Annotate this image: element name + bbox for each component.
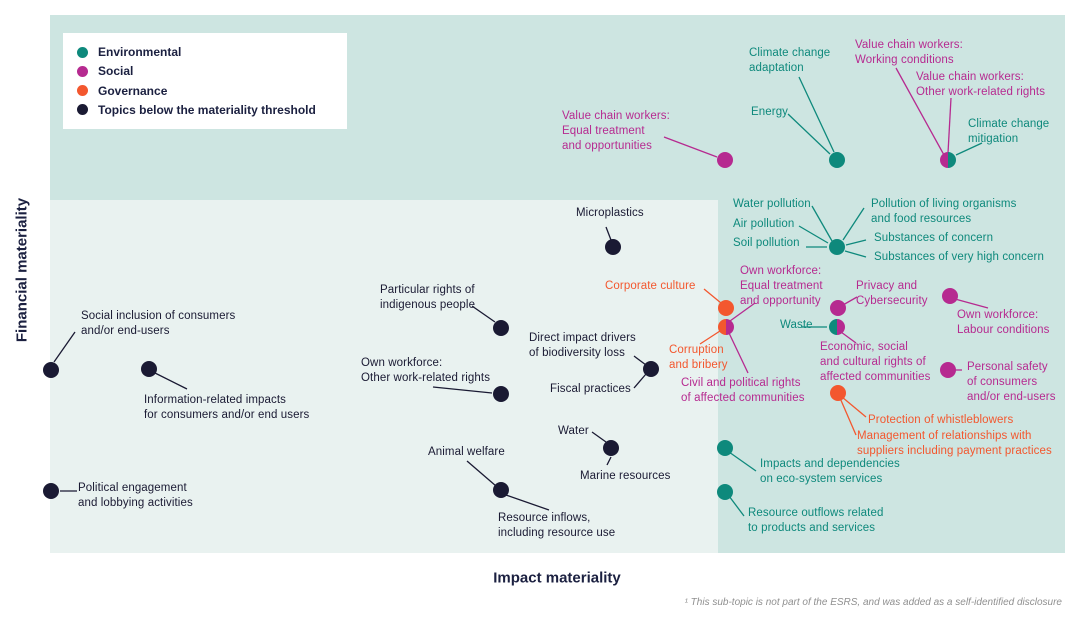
data-point [643, 361, 659, 377]
topic-label: Own workforce: Other work-related rights [361, 357, 491, 385]
data-point [43, 483, 59, 499]
topic-label: Microplastics [576, 207, 644, 219]
data-point [717, 152, 733, 168]
topic-label: Own workforce: Equal treatment and oppor… [740, 265, 823, 308]
topic-label: Water pollution [733, 198, 811, 210]
topic-label: Own workforce: Labour conditions [957, 309, 1050, 337]
data-point [141, 361, 157, 377]
data-point [493, 320, 509, 336]
data-point [718, 300, 734, 316]
data-point [940, 152, 956, 168]
topic-label: Economic, social and cultural rights of … [820, 341, 931, 384]
topic-label: Personal safety of consumers and/or end-… [967, 361, 1056, 404]
data-point [829, 319, 845, 335]
topic-label: Social inclusion of consumers and/or end… [81, 310, 236, 338]
topic-label: Climate change mitigation [968, 118, 1050, 146]
legend-label: Governance [98, 83, 168, 98]
topic-label: Animal welfare [428, 446, 505, 458]
legend-dot-icon [77, 65, 88, 77]
topic-label: Corruption and bribery [669, 344, 728, 372]
y-axis-label: Financial materiality [13, 197, 31, 343]
topic-label: Waste [780, 319, 813, 331]
topic-label: Protection of whistleblowers [868, 414, 1014, 426]
topic-label: Marine resources [580, 470, 671, 482]
legend-dot-icon [77, 104, 88, 116]
topic-label: Civil and political rights of affected c… [681, 377, 805, 405]
data-point [717, 484, 733, 500]
data-point [605, 239, 621, 255]
legend-item: Governance [77, 84, 337, 98]
topic-label: Particular rights of indigenous people [380, 284, 476, 312]
legend-item: Environmental [77, 45, 337, 59]
topic-label: Water [558, 425, 589, 437]
legend-label: Environmental [98, 45, 182, 60]
data-point [43, 362, 59, 378]
legend: Environmental Social Governance Topics belo… [63, 33, 347, 129]
topic-label: Pollution of living organisms and food r… [871, 198, 1017, 226]
data-point [718, 319, 734, 335]
topic-label: Substances of concern [874, 232, 994, 244]
legend-dot-icon [77, 46, 88, 58]
data-point [942, 288, 958, 304]
topic-label: Value chain workers: Equal treatment and… [562, 110, 670, 153]
topic-label: Resource inflows, including resource use [498, 512, 616, 540]
topic-label: Fiscal practices [550, 383, 631, 395]
data-point [830, 300, 846, 316]
data-point [829, 239, 845, 255]
topic-label: Value chain workers: Other work-related … [916, 71, 1046, 99]
topic-label: Political engagement and lobbying activi… [78, 482, 193, 510]
topic-label: Management of relationships with supplie… [857, 430, 1052, 458]
data-point [717, 440, 733, 456]
legend-item: Social [77, 64, 337, 78]
data-point [493, 482, 509, 498]
data-point [830, 385, 846, 401]
data-point [493, 386, 509, 402]
topic-label: Impacts and dependencies on eco-system s… [760, 458, 900, 486]
legend-item: Topics below the materiality threshold [77, 103, 337, 117]
footnote: ¹ This sub-topic is not part of the ESRS… [684, 597, 1062, 608]
x-axis-label: Impact materiality [493, 569, 621, 587]
legend-dot-icon [77, 85, 88, 97]
topic-label: Substances of very high concern [874, 251, 1044, 263]
legend-label: Social [98, 64, 134, 79]
topic-label: Value chain workers: Working conditions [855, 39, 963, 67]
topic-label: Information-related impacts for consumer… [144, 394, 310, 422]
topic-label: Air pollution [733, 218, 795, 230]
topic-label: Privacy and Cybersecurity [856, 280, 928, 308]
topic-label: Climate change adaptation [749, 47, 831, 75]
legend-label: Topics below the materiality threshold [98, 102, 316, 117]
topic-label: Energy [751, 106, 789, 118]
topic-label: Direct impact drivers of biodiversity lo… [529, 332, 636, 360]
data-point [603, 440, 619, 456]
data-point [940, 362, 956, 378]
topic-label: Soil pollution [733, 237, 800, 249]
topic-label: Corporate culture [605, 280, 696, 292]
data-point [829, 152, 845, 168]
topic-label: Resource outflows related to products an… [748, 507, 884, 535]
